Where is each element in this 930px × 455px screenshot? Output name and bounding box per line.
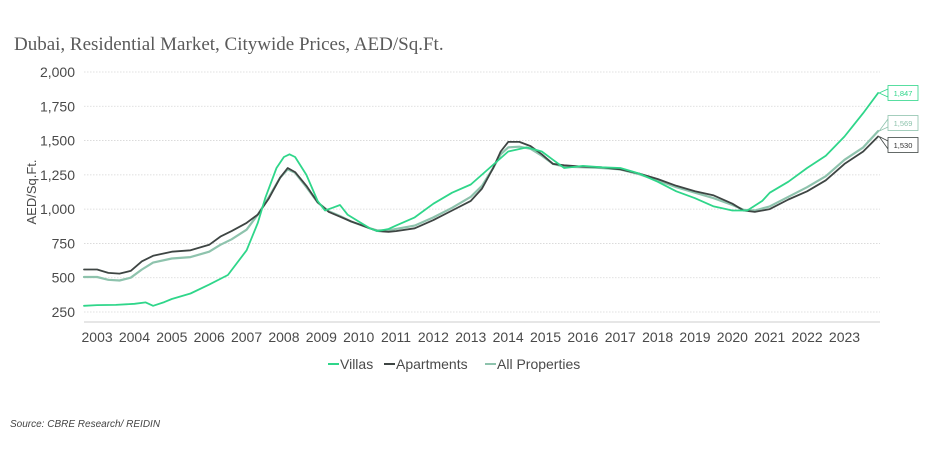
x-tick-label: 2005 (156, 329, 187, 345)
series-line-all-properties (82, 130, 880, 282)
x-tick-label: 2004 (119, 329, 150, 345)
callout-box (887, 115, 919, 131)
x-axis-ticks: 2003 2004 2005 2006 2007 2008 2009 2010 2011 2012… (82, 329, 861, 345)
y-tick-label: 1,000 (40, 201, 75, 217)
callout-all-properties: 1,569 (878, 115, 919, 132)
y-tick-label: 1,500 (40, 133, 75, 149)
callout-pointer (878, 136, 889, 151)
legend: Villas Apartments All Properties (328, 356, 580, 372)
callout-apartments: 1,530 (878, 136, 919, 153)
end-value-callouts: 1,847 1,569 1,530 (878, 85, 919, 153)
callout-box (887, 137, 919, 153)
x-tick-label: 2003 (82, 329, 113, 345)
series-lines (82, 92, 880, 307)
x-tick-label: 2022 (792, 329, 823, 345)
callout-value: 1,569 (894, 119, 913, 128)
x-tick-label: 2014 (493, 329, 524, 345)
series-line-villas (83, 92, 879, 307)
y-tick-label: 500 (52, 270, 76, 286)
y-axis-label: AED/Sq.Ft. (24, 159, 39, 224)
x-tick-label: 2021 (754, 329, 785, 345)
y-tick-label: 750 (52, 235, 76, 251)
x-tick-label: 2011 (381, 329, 411, 345)
callout-value: 1,847 (894, 89, 913, 98)
legend-item-all-properties: All Properties (485, 356, 580, 372)
legend-label: All Properties (497, 356, 580, 372)
x-tick-label: 2023 (829, 329, 860, 345)
callout-pointer (878, 88, 889, 98)
x-tick-label: 2007 (231, 329, 262, 345)
x-tick-label: 2016 (567, 329, 598, 345)
callout-box (887, 85, 919, 101)
x-tick-label: 2015 (530, 329, 561, 345)
y-tick-label: 250 (52, 304, 76, 320)
x-tick-label: 2010 (343, 329, 374, 345)
x-tick-label: 2019 (679, 329, 710, 345)
chart-title: Dubai, Residential Market, Citywide Pric… (14, 34, 444, 55)
x-tick-label: 2018 (642, 329, 673, 345)
legend-label: Apartments (396, 356, 468, 372)
callout-villas: 1,847 (878, 85, 919, 101)
legend-label: Villas (340, 356, 373, 372)
source-note: Source: CBRE Research/ REIDIN (10, 419, 161, 430)
x-tick-label: 2009 (306, 329, 337, 345)
y-tick-label: 1,250 (40, 167, 75, 183)
x-tick-label: 2020 (717, 329, 748, 345)
series-line-apartments (83, 135, 879, 275)
callout-value: 1,530 (894, 141, 913, 150)
y-axis-ticks: 250 500 750 1,000 1,250 1,500 1,750 2,000 (40, 64, 75, 320)
legend-item-villas: Villas (328, 356, 373, 372)
x-tick-label: 2013 (455, 329, 486, 345)
y-tick-label: 2,000 (40, 64, 75, 80)
legend-item-apartments: Apartments (384, 356, 468, 372)
grid-lines (84, 71, 880, 323)
x-tick-label: 2008 (268, 329, 299, 345)
x-tick-label: 2017 (605, 329, 636, 345)
callout-pointer (878, 117, 889, 132)
y-tick-label: 1,750 (40, 98, 75, 114)
x-tick-label: 2006 (194, 329, 225, 345)
x-tick-label: 2012 (418, 329, 449, 345)
